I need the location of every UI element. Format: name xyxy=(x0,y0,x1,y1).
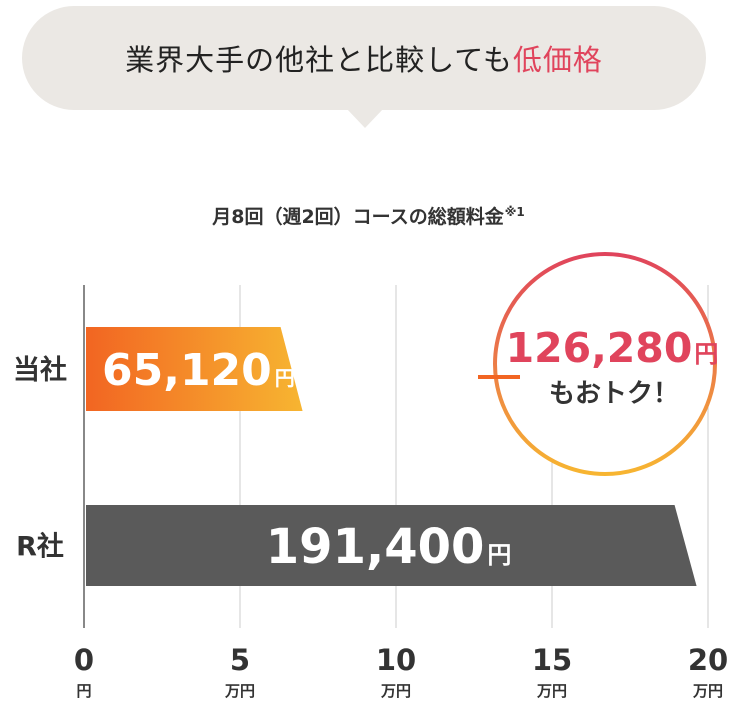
data-label-unit: 円 xyxy=(487,541,511,569)
chart-title: 月8回（週2回）コースの総額料金※1 xyxy=(0,202,737,229)
chart-title-text: 月8回（週2回）コースの総額料金 xyxy=(212,206,504,228)
data-label: 65,120 円 xyxy=(102,345,295,396)
category-label: 当社 xyxy=(13,354,67,386)
bubble-tail xyxy=(346,108,384,128)
tick-label: 20 xyxy=(688,643,728,677)
callout-suffix: もおトク！ xyxy=(549,379,679,409)
bar-ours xyxy=(86,327,303,411)
tick-unit: 万円 xyxy=(692,682,723,700)
x-axis: 0 円 5 万円 10 万円 15 万円 20 万円 xyxy=(74,643,728,700)
headline-emphasis: 低価格 xyxy=(512,43,603,77)
data-label-value: 191,400 xyxy=(266,519,485,575)
tick-unit: 万円 xyxy=(536,682,567,700)
bar-competitor xyxy=(86,505,697,586)
data-label-value: 65,120 xyxy=(102,345,272,396)
headline-lead: 業界大手の他社と比較しても xyxy=(125,43,513,77)
data-label-unit: 円 xyxy=(275,366,295,390)
tick-unit: 円 xyxy=(76,682,91,700)
data-label: 191,400 円 xyxy=(266,519,512,575)
tick-label: 5 xyxy=(230,643,250,677)
category-label: R社 xyxy=(16,531,64,563)
callout-amount-unit: 円 xyxy=(694,340,718,368)
tick-unit: 万円 xyxy=(380,682,411,700)
tick-unit: 万円 xyxy=(224,682,255,700)
tick-label: 0 xyxy=(74,643,94,677)
tick-label: 10 xyxy=(376,643,416,677)
chart-title-note: ※1 xyxy=(504,205,525,219)
headline-bubble: 業界大手の他社と比較しても 低価格 xyxy=(22,6,706,110)
tick-label: 15 xyxy=(532,643,572,677)
callout-amount: 126,280円 xyxy=(506,324,719,372)
callout-amount-value: 126,280 xyxy=(506,324,693,372)
bars: 当社 65,120 円R社 191,400 円 xyxy=(13,327,697,586)
callout-ring xyxy=(493,252,717,476)
